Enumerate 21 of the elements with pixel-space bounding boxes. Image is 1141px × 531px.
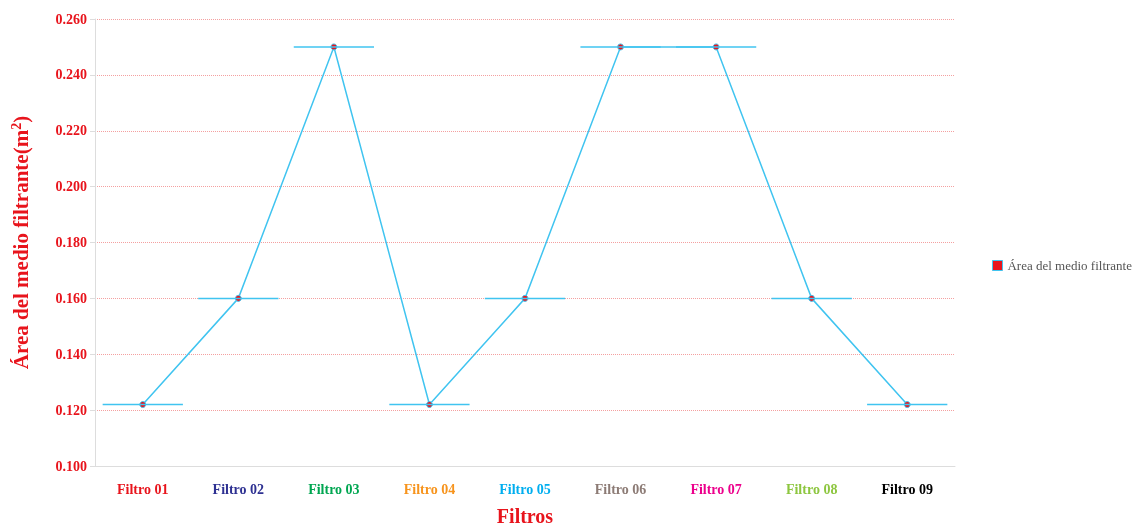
x-tick-label: Filtro 09 [881, 481, 933, 497]
y-tick-label: 0.240 [55, 67, 87, 83]
x-tick-label: Filtro 05 [499, 481, 551, 497]
y-tick-label: 0.260 [55, 11, 87, 27]
y-tick-label: 0.140 [55, 346, 87, 362]
x-tick-label: Filtro 01 [117, 481, 169, 497]
y-tick-label: 0.160 [55, 290, 87, 306]
x-tick-label: Filtro 06 [594, 481, 647, 497]
x-tick-label: Filtro 03 [308, 481, 360, 497]
y-axis-title: Área del medio filtrante(m2) [8, 115, 33, 370]
y-tick-label: 0.180 [55, 235, 87, 250]
y-tick-label: 0.200 [55, 179, 87, 195]
x-axis-title: Filtros [496, 505, 554, 527]
y-tick-label: 0.100 [55, 458, 87, 474]
x-tick-label: Filtro 07 [690, 481, 742, 497]
y-tick-label: 0.220 [55, 123, 87, 139]
x-tick-label: Filtro 02 [212, 481, 265, 497]
x-tick-label: Filtro 04 [403, 481, 456, 497]
legend-label: Área del medio filtrante [1007, 258, 1133, 273]
y-tick-label: 0.120 [55, 402, 87, 418]
x-tick-label: Filtro 08 [785, 481, 838, 497]
